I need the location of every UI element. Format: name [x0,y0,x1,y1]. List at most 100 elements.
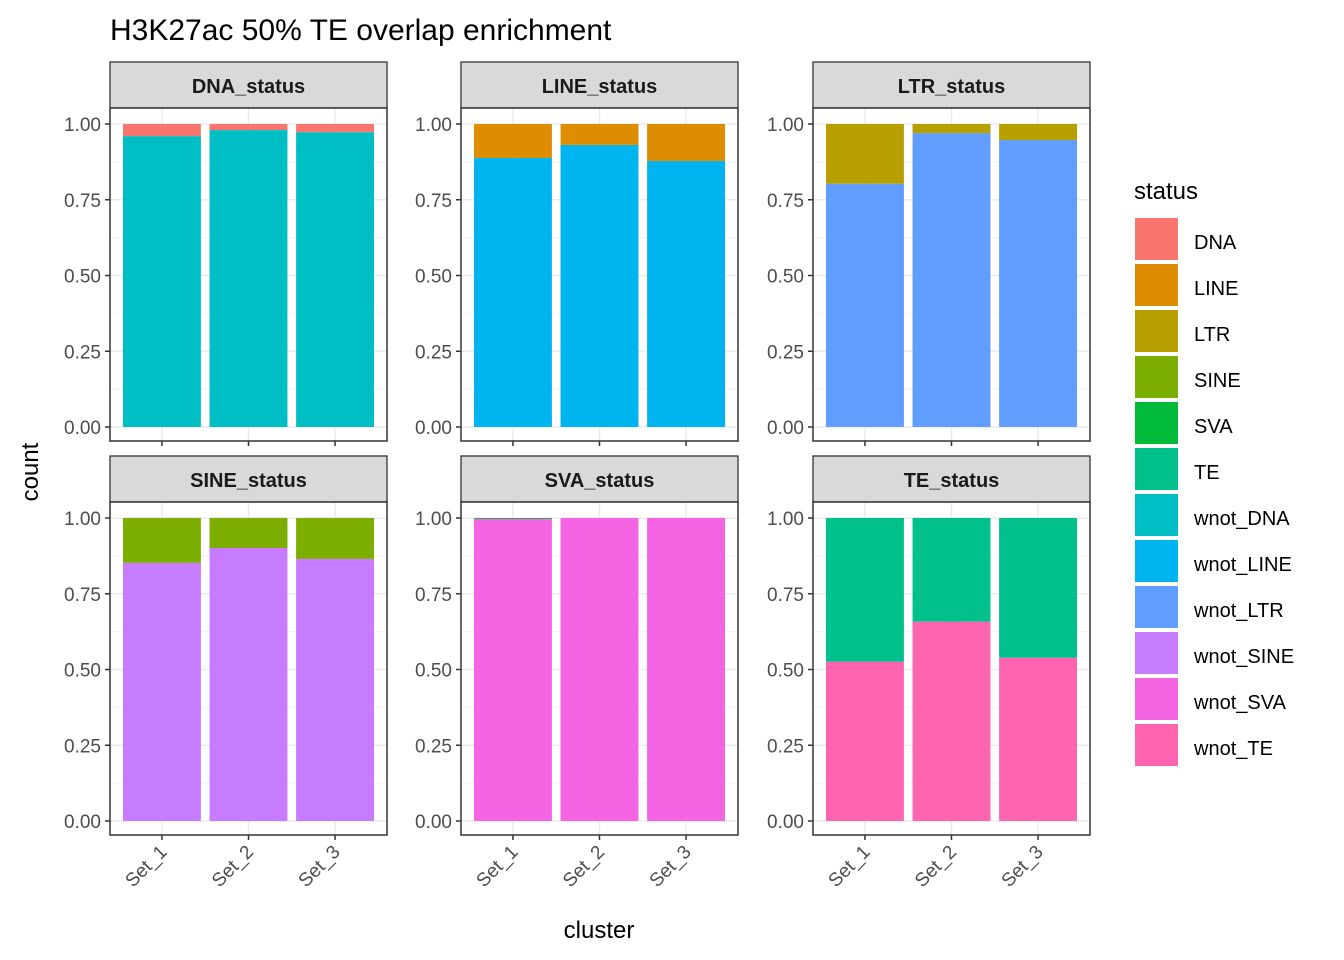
y-tick-label: 0.25 [64,736,101,757]
legend-key-wnot_SVA [1135,678,1178,720]
bar-segment-wnot_DNA-Set_2 [209,130,288,427]
legend-label-wnot_SVA: wnot_SVA [1193,692,1287,714]
x-tick-label: Set_1 [825,842,875,892]
y-tick-label: 0.00 [64,812,101,833]
legend-label-wnot_LINE: wnot_LINE [1193,554,1292,576]
bar-segment-LINE-Set_1 [473,124,552,158]
y-tick-label: 1.00 [415,115,452,136]
facet-panel-LTR_status: LTR_status 0.00 0.25 0.50 0.75 1.00 [767,61,1091,446]
y-tick-label: 0.00 [767,812,804,833]
bar-segment-TE-Set_2 [912,518,991,622]
bar-segment-wnot_LINE-Set_1 [473,157,552,427]
x-tick-label: Set_2 [559,842,609,892]
legend-label-LINE: LINE [1194,278,1238,300]
bar-segment-wnot_SINE-Set_3 [296,558,375,821]
bar-segment-wnot_LINE-Set_2 [560,144,639,428]
bar-segment-TE-Set_3 [999,518,1078,658]
x-tick-label: Set_3 [646,842,696,892]
y-tick-label: 0.50 [64,267,101,288]
legend-label-wnot_LTR: wnot_LTR [1193,600,1284,622]
legend-key-wnot_LINE [1135,540,1178,582]
bar-segment-wnot_TE-Set_3 [999,657,1078,821]
bar-segment-LINE-Set_2 [560,124,639,145]
y-tick-label: 0.25 [415,736,452,757]
facet-strip-label: SVA_status [545,470,655,492]
bar-segment-wnot_SINE-Set_2 [209,547,288,821]
legend-title: status [1134,178,1198,205]
bar-segment-LTR-Set_2 [912,124,991,134]
bar-segment-wnot_SINE-Set_1 [122,562,201,821]
legend-label-wnot_TE: wnot_TE [1193,738,1273,760]
bar-segment-wnot_LTR-Set_2 [912,133,991,427]
bar-segment-wnot_SVA-Set_3 [647,518,726,821]
bar-segment-wnot_SVA-Set_2 [560,518,639,821]
x-tick-label: Set_2 [208,842,258,892]
y-tick-label: 1.00 [64,509,101,530]
y-tick-label: 0.75 [64,191,101,212]
y-tick-label: 0.25 [767,342,804,363]
facet-strip [460,61,739,109]
bar-segment-wnot_TE-Set_1 [825,661,904,821]
y-tick-label: 1.00 [767,509,804,530]
legend-label-DNA: DNA [1194,232,1237,254]
bar-segment-wnot_SVA-Set_1 [473,518,552,821]
bar-segment-DNA-Set_2 [209,124,288,131]
x-tick-label: Set_1 [473,842,523,892]
legend-label-SVA: SVA [1194,416,1233,438]
bar-segment-SINE-Set_1 [122,518,201,563]
bar-segment-wnot_DNA-Set_3 [296,132,375,427]
facet-strip [109,61,388,109]
y-tick-label: 0.75 [767,191,804,212]
bar-segment-wnot_TE-Set_2 [912,621,991,821]
facet-panel-SINE_status: SINE_status 0.00 0.25 0.50 0.75 1.00 Set_1 Set_… [64,455,388,892]
facet-panel-TE_status: TE_status 0.00 0.25 0.50 0.75 1.00 Set_1 Set_2 S… [767,455,1091,892]
y-tick-label: 0.75 [64,585,101,606]
chart-title: H3K27ac 50% TE overlap enrichment [110,14,612,47]
y-tick-label: 0.00 [415,812,452,833]
legend-key-SINE [1135,356,1178,398]
facet-panel-SVA_status: SVA_status 0.00 0.25 0.50 0.75 1.00 Set_1 Set_2… [415,455,739,892]
y-tick-label: 0.50 [415,661,452,682]
legend-key-DNA [1135,218,1178,260]
bar-segment-DNA-Set_1 [122,124,201,137]
legend-label-SINE: SINE [1194,370,1241,392]
legend-key-TE [1135,448,1178,490]
facet-panel-DNA_status: DNA_status 0.00 0.25 0.50 0.75 1.00 [64,61,388,446]
facet-strip [812,455,1091,503]
legend-label-LTR: LTR [1194,324,1230,346]
bar-segment-wnot_DNA-Set_1 [122,136,201,427]
facet-strip-label: SINE_status [190,470,307,492]
y-tick-label: 1.00 [64,115,101,136]
facet-strip-label: LINE_status [542,76,658,98]
y-tick-label: 0.75 [767,585,804,606]
bar-segment-SINE-Set_3 [296,518,375,559]
facet-strip-label: DNA_status [192,76,305,98]
facet-strip [109,455,388,503]
legend-key-wnot_DNA [1135,494,1178,536]
legend-label-TE: TE [1194,462,1220,484]
bar-segment-wnot_LINE-Set_3 [647,160,726,427]
y-tick-label: 0.00 [64,418,101,439]
legend-key-wnot_SINE [1135,632,1178,674]
y-tick-label: 0.25 [767,736,804,757]
y-tick-label: 0.00 [767,418,804,439]
facet-panel-LINE_status: LINE_status 0.00 0.25 0.50 0.75 1.00 [415,61,739,446]
bar-segment-wnot_LTR-Set_3 [999,140,1078,427]
bar-segment-LINE-Set_3 [647,124,726,161]
bar-segment-SVA-Set_1 [473,518,552,519]
y-tick-label: 0.25 [64,342,101,363]
x-tick-label: Set_3 [295,842,345,892]
bar-segment-SINE-Set_2 [209,518,288,548]
legend-key-LTR [1135,310,1178,352]
bar-segment-TE-Set_1 [825,518,904,662]
legend-key-SVA [1135,402,1178,444]
bar-segment-wnot_LTR-Set_1 [825,183,904,427]
facet-strip [460,455,739,503]
y-tick-label: 0.50 [415,267,452,288]
y-tick-label: 0.25 [415,342,452,363]
x-tick-label: Set_3 [998,842,1048,892]
bar-segment-DNA-Set_3 [296,124,375,133]
y-tick-label: 0.50 [767,267,804,288]
y-axis-title: count [17,442,44,501]
